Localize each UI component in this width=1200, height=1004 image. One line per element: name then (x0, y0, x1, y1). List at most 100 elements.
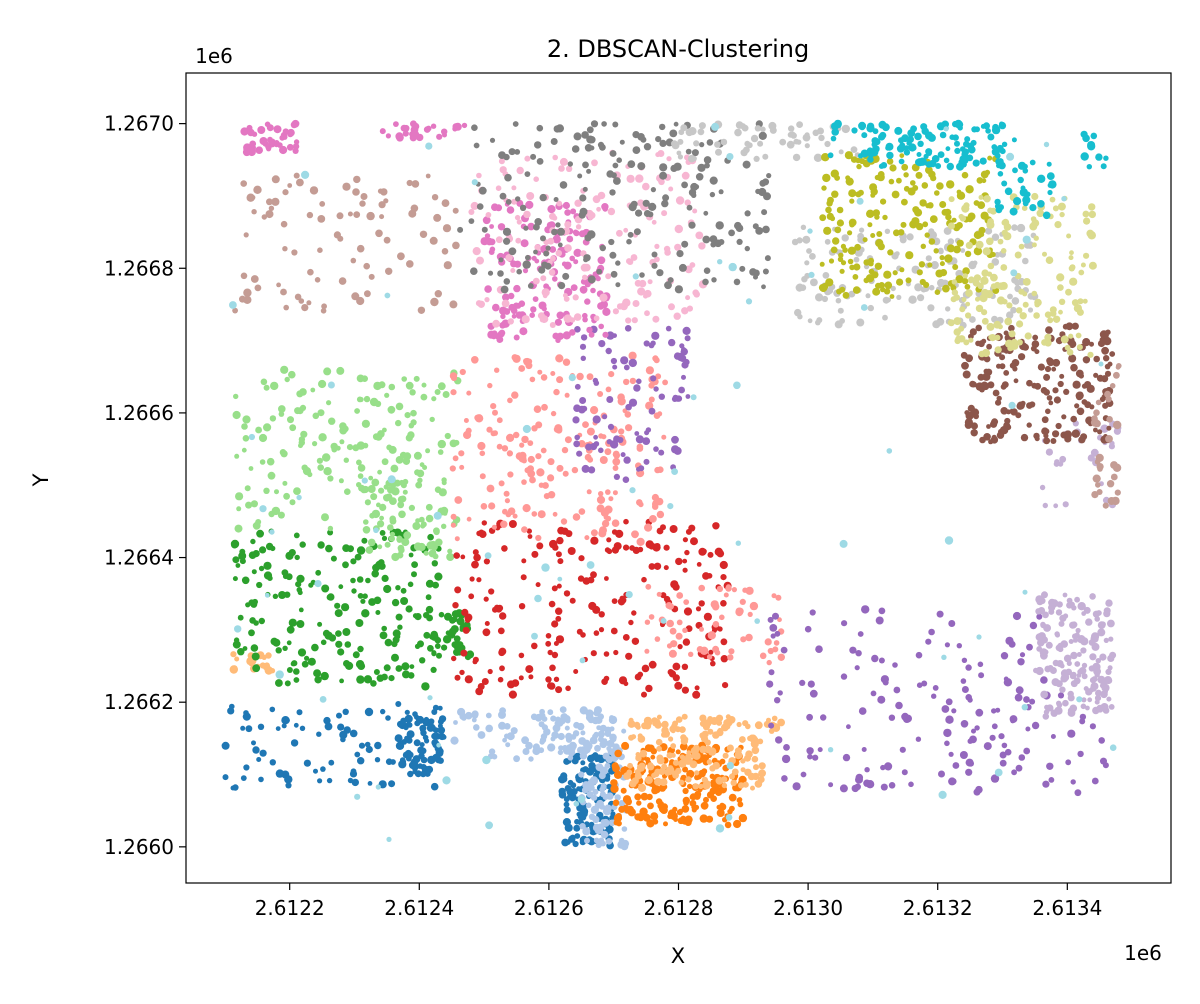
data-point (702, 572, 710, 580)
data-point (523, 210, 531, 219)
data-point (644, 776, 653, 785)
data-point (379, 530, 386, 536)
data-point (646, 793, 653, 801)
data-point (280, 365, 289, 374)
y-axis-label: Y (29, 473, 53, 487)
x-tick-label: 2.6128 (644, 896, 714, 920)
data-point (267, 575, 273, 581)
data-point (683, 607, 693, 616)
data-point (1036, 209, 1045, 218)
data-point (616, 229, 623, 237)
data-point (375, 784, 381, 790)
data-point (577, 173, 583, 179)
x-axis-offset-label: 1e6 (1124, 941, 1162, 965)
data-point (870, 690, 877, 697)
data-point (980, 123, 986, 129)
data-point (495, 236, 503, 244)
data-point (866, 124, 875, 133)
data-point (739, 265, 746, 272)
data-point (320, 671, 329, 681)
data-point (521, 526, 528, 533)
data-point (618, 800, 626, 807)
data-point (257, 126, 266, 134)
data-point (846, 724, 851, 730)
data-point (874, 262, 883, 270)
data-point (356, 296, 365, 306)
data-point (947, 238, 955, 245)
data-point (849, 264, 855, 271)
data-point (574, 199, 582, 207)
data-point (597, 730, 606, 738)
data-point (465, 427, 472, 434)
data-point (817, 747, 823, 753)
data-point (948, 777, 957, 786)
data-point (773, 640, 780, 646)
data-point (592, 415, 601, 424)
data-point (1018, 243, 1025, 250)
data-point (972, 279, 980, 287)
data-point (840, 673, 848, 680)
data-point (423, 631, 431, 639)
data-point (714, 547, 723, 556)
data-point (505, 199, 512, 205)
data-point (637, 814, 645, 822)
data-point (731, 768, 739, 776)
data-point (961, 148, 970, 156)
data-point (1083, 606, 1091, 614)
data-point (395, 132, 404, 141)
data-point (506, 450, 513, 457)
data-point (801, 276, 808, 283)
data-point (974, 725, 980, 731)
data-point (441, 734, 447, 740)
data-point (1087, 142, 1096, 151)
data-point (715, 221, 724, 230)
data-point (609, 726, 615, 732)
data-point (569, 255, 575, 262)
data-point (1049, 196, 1056, 203)
data-point (626, 258, 632, 265)
data-point (960, 248, 966, 253)
data-point (594, 706, 602, 715)
data-point (520, 239, 529, 248)
data-point (1059, 686, 1066, 693)
data-point (747, 772, 756, 781)
data-point (975, 240, 984, 249)
data-point (437, 726, 446, 735)
data-point (839, 268, 845, 274)
data-point (648, 342, 655, 349)
data-point (1049, 667, 1057, 674)
data-point (719, 560, 728, 570)
data-point (454, 674, 461, 681)
data-point (256, 757, 262, 762)
data-point (752, 269, 760, 277)
data-point (1052, 205, 1059, 212)
data-point (573, 248, 582, 257)
data-point (664, 281, 672, 290)
data-point (682, 766, 689, 773)
data-point (938, 770, 945, 778)
data-point (434, 643, 441, 649)
data-point (745, 633, 753, 642)
data-point (1070, 779, 1076, 785)
data-point (758, 762, 766, 770)
data-point (242, 415, 251, 424)
data-point (387, 524, 394, 531)
data-point (1111, 496, 1120, 506)
data-point (648, 382, 655, 389)
data-point (667, 277, 674, 283)
data-point (545, 676, 552, 683)
data-point (353, 175, 361, 184)
data-point (385, 267, 393, 275)
data-point (1019, 188, 1028, 197)
data-point (273, 125, 282, 134)
data-point (691, 807, 697, 813)
data-point (704, 162, 710, 169)
data-point (666, 619, 674, 628)
data-point (411, 571, 417, 578)
data-point (466, 390, 472, 396)
data-point (389, 497, 397, 505)
data-point (579, 752, 588, 760)
data-point (412, 522, 421, 530)
data-point (775, 594, 782, 601)
data-point (1019, 652, 1026, 658)
